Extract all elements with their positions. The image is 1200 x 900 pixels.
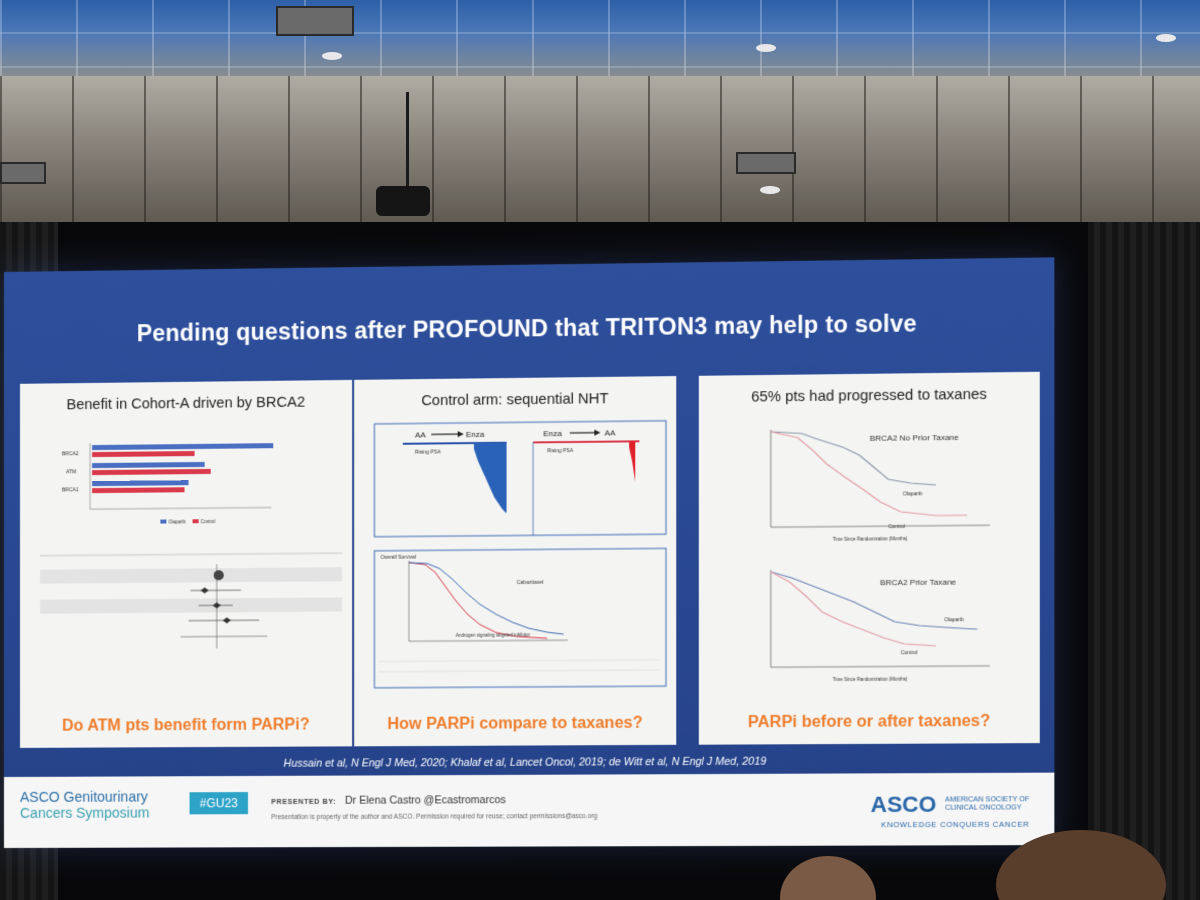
asco-logo: ASCO AMERICAN SOCIETY OF CLINICAL ONCOLO… — [871, 791, 1030, 829]
ceiling-soffit-lines — [0, 76, 1200, 226]
logo-line-2: Cancers Symposium — [19, 804, 150, 821]
projector-pole — [406, 92, 409, 190]
forest-point — [213, 570, 224, 581]
waterfall-blue — [473, 442, 507, 514]
ceiling-light — [322, 52, 342, 60]
forest-bar-chart: BRCA2 ATM BRCA1 Olaparib Control — [20, 442, 352, 684]
curve-label: Control — [888, 524, 905, 530]
slide-title: Pending questions after PROFOUND that TR… — [136, 310, 917, 347]
asco-subtitle: AMERICAN SOCIETY OF CLINICAL ONCOLOGY — [945, 796, 1029, 813]
gene-label: BRCA1 — [62, 487, 79, 493]
presenter-name: Dr Elena Castro @Ecastromarcos — [345, 794, 506, 807]
km-title: BRCA2 No Prior Taxane — [870, 433, 960, 443]
seq-from: Enza — [543, 429, 562, 438]
km-no-prior-taxane: BRCA2 No Prior Taxane Olaparib Control T… — [699, 413, 1040, 542]
legend-olaparib: Olaparib — [168, 519, 186, 524]
projector — [376, 186, 430, 216]
slide-footer: ASCO Genitourinary Cancers Symposium #GU… — [4, 772, 1055, 848]
bar-control — [92, 451, 195, 458]
arm-label: Androgen signaling targeted inhibitor — [456, 632, 531, 638]
bar-olaparib — [92, 461, 205, 469]
panel-title: Control arm: sequential NHT — [421, 391, 609, 410]
projection-screen: Pending questions after PROFOUND that TR… — [4, 257, 1055, 849]
logo-line-1: ASCO Genitourinary — [19, 788, 148, 805]
asco-sub-1: AMERICAN SOCIETY OF — [945, 796, 1030, 804]
bar-control — [92, 487, 185, 494]
disclaimer: Presentation is property of the author a… — [271, 812, 598, 822]
legend-control: Control — [201, 519, 216, 524]
hashtag-badge: #GU23 — [189, 792, 249, 815]
seq-to: Enza — [466, 430, 485, 439]
asco-sub-2: CLINICAL ONCOLOGY — [945, 804, 1022, 812]
km-title: BRCA2 Prior Taxane — [880, 577, 957, 587]
asco-wordmark: ASCO — [870, 791, 937, 818]
gene-label: BRCA2 — [62, 451, 79, 457]
curtain-right — [1088, 222, 1200, 900]
bar-control — [92, 468, 211, 476]
arm-label: Cabazitaxel — [517, 580, 544, 586]
seq-to: AA — [605, 428, 617, 437]
x-axis-label: Time Since Randomization (Months) — [833, 536, 908, 542]
curve-label: Control — [901, 650, 918, 656]
panel-taxanes: 65% pts had progressed to taxanes BRCA2 … — [698, 371, 1040, 745]
presented-label: PRESENTED BY: — [271, 798, 337, 807]
curve-label: Olaparib — [903, 491, 923, 497]
ceiling-light — [1156, 34, 1176, 42]
ceiling-vent — [0, 162, 46, 184]
panel-question: How PARPi compare to taxanes? — [387, 714, 643, 734]
ceiling-vent — [276, 6, 354, 36]
gene-label: ATM — [66, 469, 76, 475]
asco-tagline: KNOWLEDGE CONQUERS CANCER — [881, 819, 1030, 830]
panel-brca2-benefit: Benefit in Cohort-A driven by BRCA2 BRCA… — [19, 379, 353, 748]
os-label: Overall Survival — [381, 555, 416, 561]
panel-title: Benefit in Cohort-A driven by BRCA2 — [66, 394, 306, 414]
km-prior-taxane: BRCA2 Prior Taxane Olaparib Control Time… — [699, 553, 1040, 683]
rising-psa: Rising PSA — [415, 449, 441, 455]
panel-question: PARPi before or after taxanes? — [747, 712, 991, 732]
km-curve-cabazitaxel — [409, 561, 564, 635]
waterfall-red — [629, 441, 636, 482]
ceiling-vent — [736, 152, 796, 174]
km-survival-chart: Overall Survival Cabazitaxel Androgen si… — [354, 546, 676, 690]
waterfall-chart: AA Enza Enza AA Rising PSA Rising PSA — [354, 417, 676, 541]
slide-body: Pending questions after PROFOUND that TR… — [4, 257, 1055, 778]
bar-olaparib — [92, 443, 274, 451]
bar-olaparib — [92, 480, 189, 487]
panel-title: 65% pts had progressed to taxanes — [751, 386, 987, 406]
presenter-line: PRESENTED BY: Dr Elena Castro @Ecastroma… — [271, 794, 506, 807]
seq-from: AA — [415, 430, 427, 439]
asco-gu-logo: ASCO Genitourinary Cancers Symposium — [20, 788, 149, 821]
references: Hussain et al, N Engl J Med, 2020; Khala… — [283, 755, 767, 770]
x-axis-label: Time Since Randomization (Months) — [833, 677, 908, 683]
ceiling-light — [760, 186, 780, 194]
ceiling-light — [756, 44, 776, 52]
panel-question: Do ATM pts benefit form PARPi? — [62, 716, 310, 735]
panel-control-arm: Control arm: sequential NHT AA Enza Enza… — [354, 376, 677, 747]
curve-label: Olaparib — [944, 617, 964, 623]
rising-psa: Rising PSA — [547, 448, 573, 454]
ceiling — [0, 0, 1200, 228]
